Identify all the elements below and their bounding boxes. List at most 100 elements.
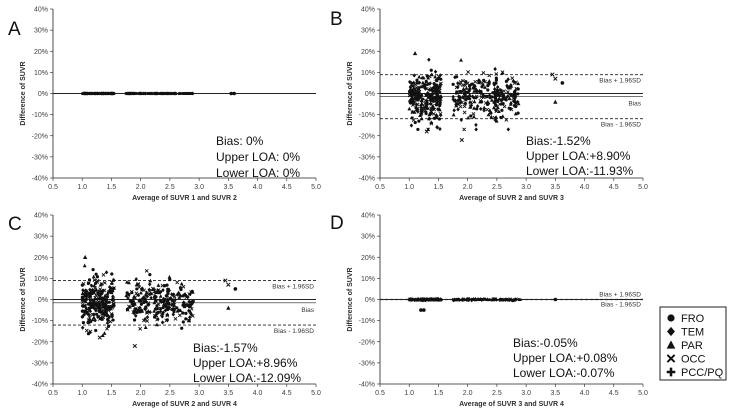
y-tick-label: 20%	[34, 49, 48, 56]
data-point	[500, 70, 505, 75]
data-point	[431, 99, 435, 104]
data-point	[491, 105, 496, 110]
x-tick-label: 4.5	[282, 184, 292, 191]
data-point	[486, 81, 491, 86]
data-point	[482, 78, 486, 82]
data-point	[103, 308, 108, 313]
data-point	[468, 85, 472, 90]
data-point	[511, 298, 515, 303]
data-point	[463, 101, 467, 106]
stat-upper-loa: Upper LOA:+8.96%	[193, 356, 298, 370]
data-point	[507, 92, 512, 97]
data-point	[466, 70, 471, 74]
data-point	[496, 109, 501, 114]
data-point	[507, 96, 512, 101]
x-tick-label: 4.0	[253, 390, 263, 397]
data-point	[505, 297, 509, 302]
data-point	[171, 301, 176, 306]
data-point	[100, 91, 105, 96]
data-point	[494, 118, 499, 123]
data-point	[181, 311, 185, 315]
data-point	[160, 305, 165, 310]
data-point	[458, 104, 463, 109]
data-point	[502, 104, 507, 109]
y-tick-label: 30%	[34, 234, 48, 241]
data-point	[438, 126, 442, 132]
data-point	[424, 103, 429, 108]
data-point	[435, 125, 439, 130]
data-point	[427, 87, 432, 92]
data-point	[134, 313, 138, 318]
outlier-point	[422, 308, 426, 312]
x-axis-label: Average of SUVR 3 and SUVR 4	[459, 401, 564, 408]
data-point	[84, 293, 89, 298]
y-tick-label: -20%	[359, 133, 375, 140]
data-point	[97, 295, 102, 300]
data-point	[163, 297, 167, 301]
x-tick-label: 0.5	[375, 184, 385, 191]
panel-b: B 40% 30% 20% 10% 0% -10% -20% -30% -40%0.5 1.0 1.…	[330, 7, 648, 203]
data-point	[465, 298, 469, 301]
x-tick-label: 5.0	[311, 184, 321, 191]
data-point	[161, 288, 165, 293]
data-point	[170, 298, 175, 302]
x-tick-label: 2.0	[136, 390, 146, 397]
data-point	[461, 94, 465, 100]
data-point	[462, 88, 466, 92]
data-point	[89, 283, 94, 288]
data-point	[439, 94, 443, 98]
panel-a: A 40% 30% 20% 10% 0% -10% -20% -30% -40%0.5 1.0 1.…	[8, 7, 321, 203]
data-point	[97, 317, 102, 321]
data-point	[171, 312, 176, 317]
data-point	[427, 116, 432, 121]
data-point	[513, 88, 518, 93]
data-point	[507, 106, 511, 110]
data-point	[94, 272, 98, 276]
data-point	[414, 106, 418, 110]
legend-item-tem: TEM	[667, 327, 704, 339]
y-axis-label: Difference of SUVR	[20, 267, 27, 331]
data-point	[451, 112, 456, 117]
data-point	[124, 293, 129, 298]
data-point	[170, 91, 174, 96]
stat-bias: Bias: 0%	[216, 134, 264, 148]
data-point	[186, 318, 191, 322]
data-point	[140, 287, 144, 292]
data-point	[136, 282, 141, 287]
data-point	[463, 97, 468, 102]
data-point	[468, 99, 472, 104]
data-point	[142, 295, 146, 300]
data-point	[435, 100, 440, 105]
y-tick-label: -40%	[359, 176, 375, 183]
data-point	[496, 90, 501, 95]
y-tick-label: -40%	[359, 382, 375, 389]
data-point	[469, 114, 473, 118]
data-point	[130, 303, 135, 308]
data-point	[419, 116, 424, 121]
data-point	[474, 122, 478, 127]
data-point	[473, 79, 478, 84]
legend-label: PCC/PQ	[681, 367, 724, 379]
data-point	[175, 308, 180, 313]
data-point	[472, 84, 477, 88]
data-point	[105, 91, 110, 96]
data-point	[80, 300, 85, 304]
data-point	[144, 290, 149, 294]
data-point	[456, 107, 460, 112]
data-point	[427, 101, 432, 106]
upper-loa-label: Bias + 1.96SD	[599, 78, 641, 85]
data-point	[92, 315, 96, 320]
x-tick-label: 3.0	[521, 390, 531, 397]
data-point	[111, 277, 116, 282]
data-point	[472, 106, 476, 110]
data-point	[87, 292, 92, 297]
data-point	[153, 293, 157, 298]
outlier-point	[232, 91, 236, 96]
legend-item-occ: OCC	[666, 354, 706, 366]
data-point	[407, 93, 412, 98]
data-point	[410, 297, 414, 301]
data-point	[410, 89, 414, 93]
data-point	[90, 287, 95, 292]
data-point	[138, 326, 143, 331]
y-axis-label: Difference of SUVR	[20, 61, 27, 125]
